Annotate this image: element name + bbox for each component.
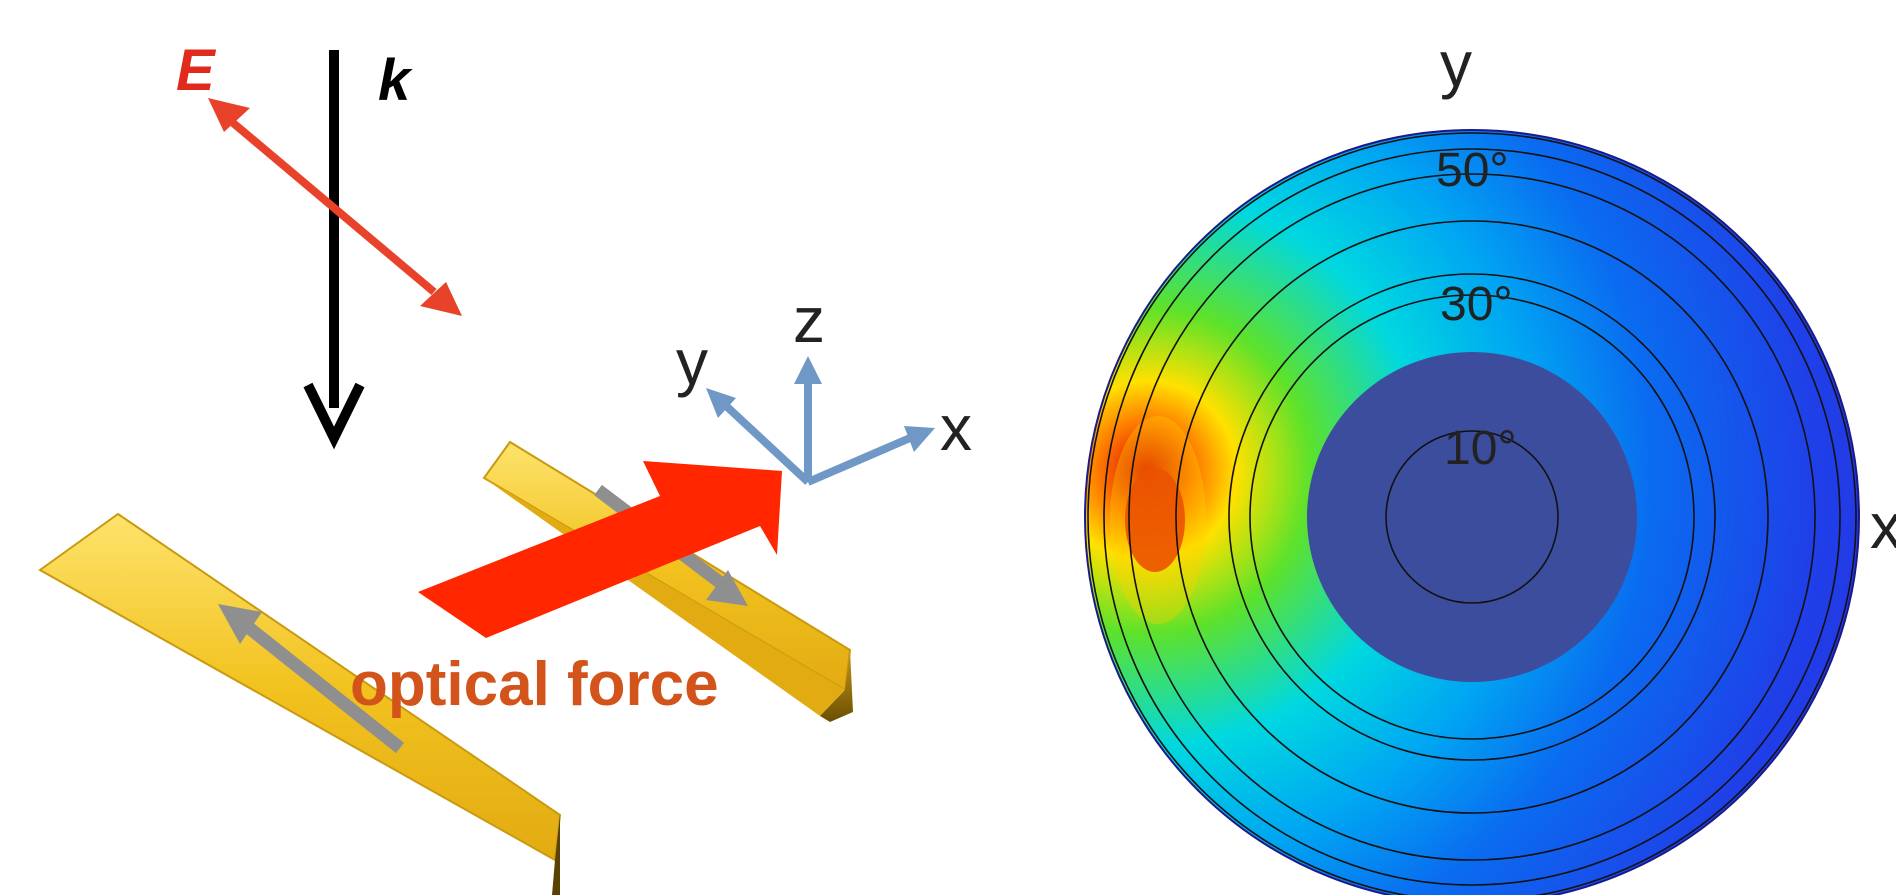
hotspot (1125, 468, 1185, 572)
polar-axis-x-label: x (1870, 490, 1896, 562)
left-nanorod (38, 512, 562, 895)
center-disk (1307, 352, 1637, 682)
optical-force-arrow (418, 461, 782, 638)
ring-label-50: 50° (1436, 144, 1509, 197)
polar-map: 50° 30° 10° y x (1084, 28, 1896, 895)
coordinate-axes (706, 356, 935, 486)
wavevector-arrow (303, 50, 365, 450)
axis-y-label: y (676, 326, 708, 398)
wavevector-label: k (378, 48, 413, 113)
field-arrow (208, 98, 462, 316)
optical-force-label: optical force (350, 650, 719, 719)
axis-z-label: z (793, 284, 825, 356)
current-arrow-left (218, 604, 405, 754)
schematic-panel: k E z y x optical force (38, 38, 972, 895)
polar-rings (1087, 132, 1857, 895)
ring-label-10: 10° (1444, 422, 1517, 475)
field-label: E (176, 38, 217, 103)
axis-x-label: x (940, 392, 972, 464)
polar-axis-y-label: y (1440, 28, 1472, 100)
ring-label-30: 30° (1440, 278, 1513, 331)
